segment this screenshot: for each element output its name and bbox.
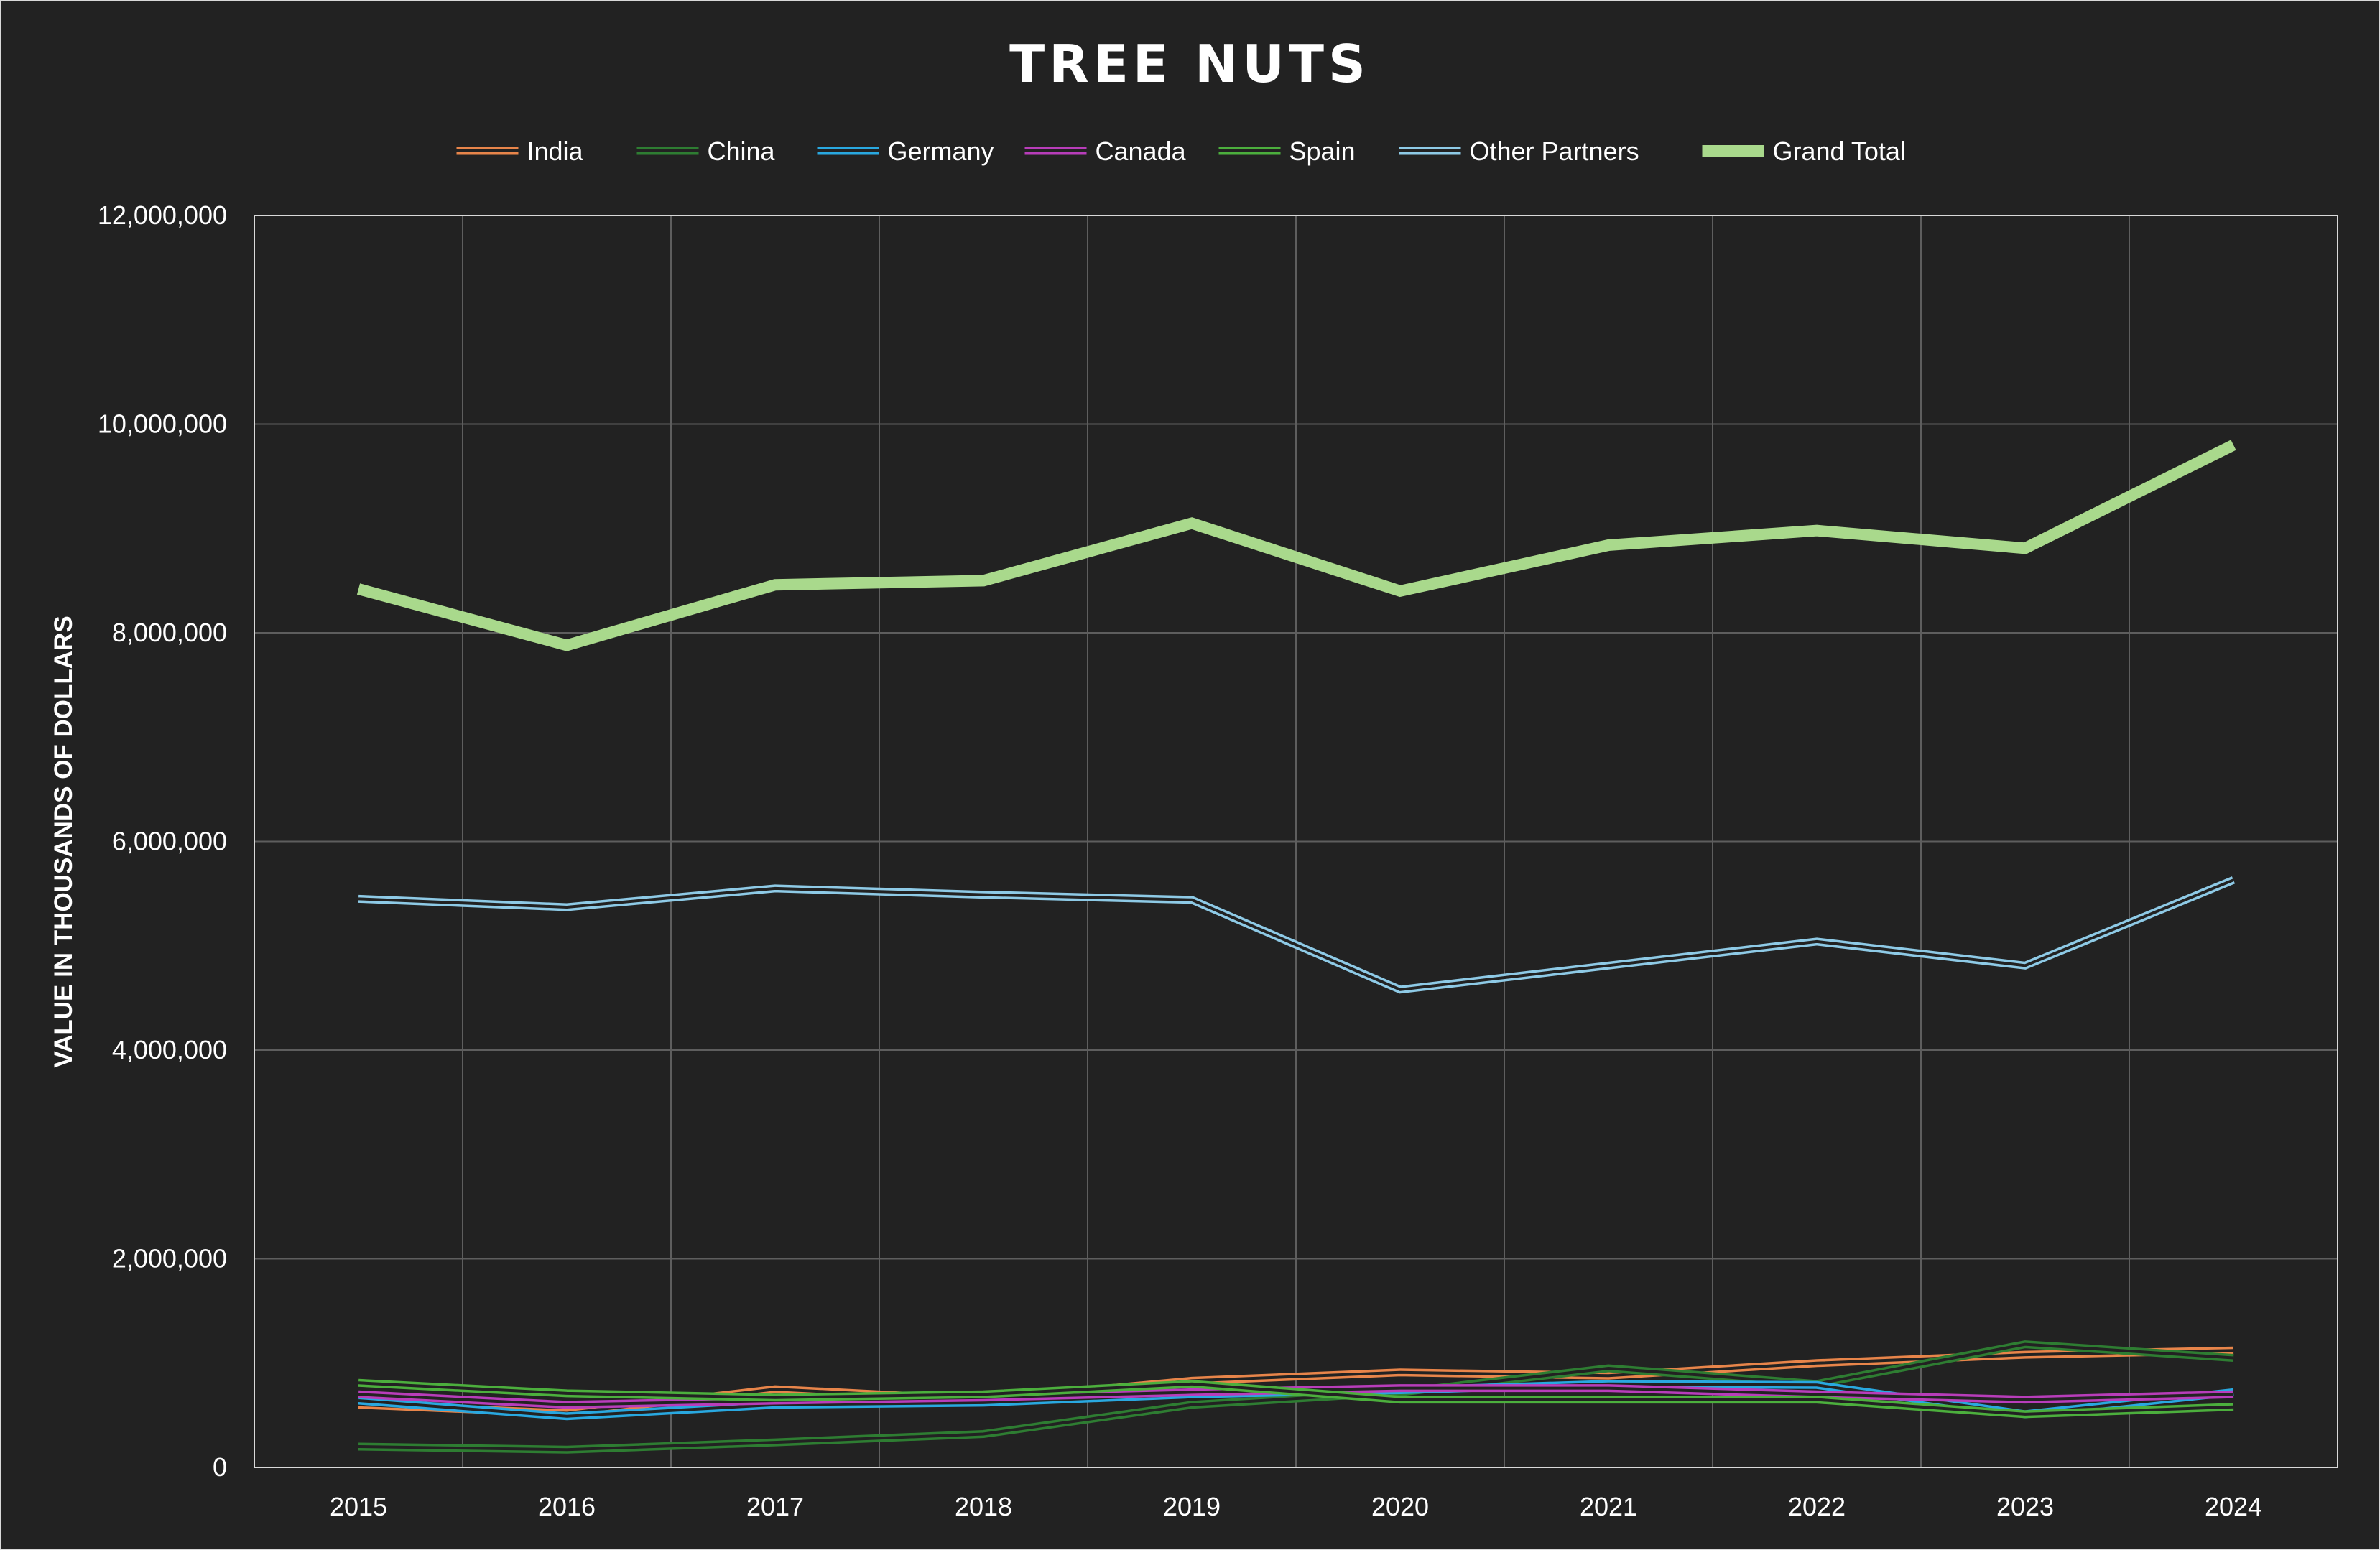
chart-title: TREE NUTS — [1009, 34, 1370, 94]
x-tick-label: 2016 — [538, 1492, 596, 1521]
legend-item-spain: Spain — [1218, 136, 1356, 166]
y-axis-ticks: 0 2,000,000 4,000,000 6,000,000 8,000,000 10,… — [98, 200, 227, 1482]
series-china — [358, 1340, 2234, 1454]
legend-label: Spain — [1289, 136, 1356, 166]
gridlines — [254, 215, 2338, 1468]
x-axis-ticks: 2015 2016 2017 2018 2019 2020 2021 2022 2023 2024 — [330, 1492, 2262, 1521]
series-line-inner — [358, 1342, 2234, 1452]
series-grand-total — [356, 440, 2236, 651]
legend-label: China — [708, 136, 776, 166]
legend: India China Germany Canada Spain Other Partne… — [456, 136, 1906, 166]
x-tick-label: 2015 — [330, 1492, 387, 1521]
legend-label: Canada — [1096, 136, 1187, 166]
y-tick-label: 4,000,000 — [112, 1035, 227, 1064]
legend-item-germany: Germany — [817, 136, 994, 166]
x-tick-label: 2022 — [1788, 1492, 1846, 1521]
legend-label: Germany — [888, 136, 994, 166]
y-tick-label: 12,000,000 — [98, 200, 227, 230]
x-tick-label: 2020 — [1371, 1492, 1429, 1521]
legend-item-china: China — [636, 136, 776, 166]
x-tick-label: 2024 — [2205, 1492, 2262, 1521]
legend-item-other-partners: Other Partners — [1399, 136, 1639, 166]
legend-item-india: India — [456, 136, 584, 166]
series-line-inner — [358, 878, 2234, 991]
series-other-partners — [358, 876, 2236, 994]
legend-item-canada: Canada — [1024, 136, 1187, 166]
x-tick-label: 2018 — [955, 1492, 1012, 1521]
legend-label: Grand Total — [1773, 136, 1906, 166]
legend-label: India — [527, 136, 584, 166]
legend-label: Other Partners — [1470, 136, 1639, 166]
y-tick-label: 10,000,000 — [98, 409, 227, 439]
y-tick-label: 6,000,000 — [112, 827, 227, 856]
y-axis-label: VALUE IN THOUSANDS OF DOLLARS — [50, 616, 78, 1067]
series-lines — [356, 440, 2236, 1454]
x-tick-label: 2017 — [746, 1492, 804, 1521]
legend-item-grand-total: Grand Total — [1702, 136, 1906, 166]
series-spain — [358, 1378, 2234, 1419]
x-tick-label: 2019 — [1163, 1492, 1221, 1521]
series-line — [356, 440, 2236, 651]
series-line-inner — [358, 1381, 2234, 1416]
plot-area-border — [254, 215, 2338, 1468]
x-tick-label: 2021 — [1580, 1492, 1637, 1521]
x-tick-label: 2023 — [1996, 1492, 2054, 1521]
y-tick-label: 8,000,000 — [112, 618, 227, 647]
y-tick-label: 2,000,000 — [112, 1244, 227, 1273]
y-tick-label: 0 — [213, 1452, 227, 1482]
